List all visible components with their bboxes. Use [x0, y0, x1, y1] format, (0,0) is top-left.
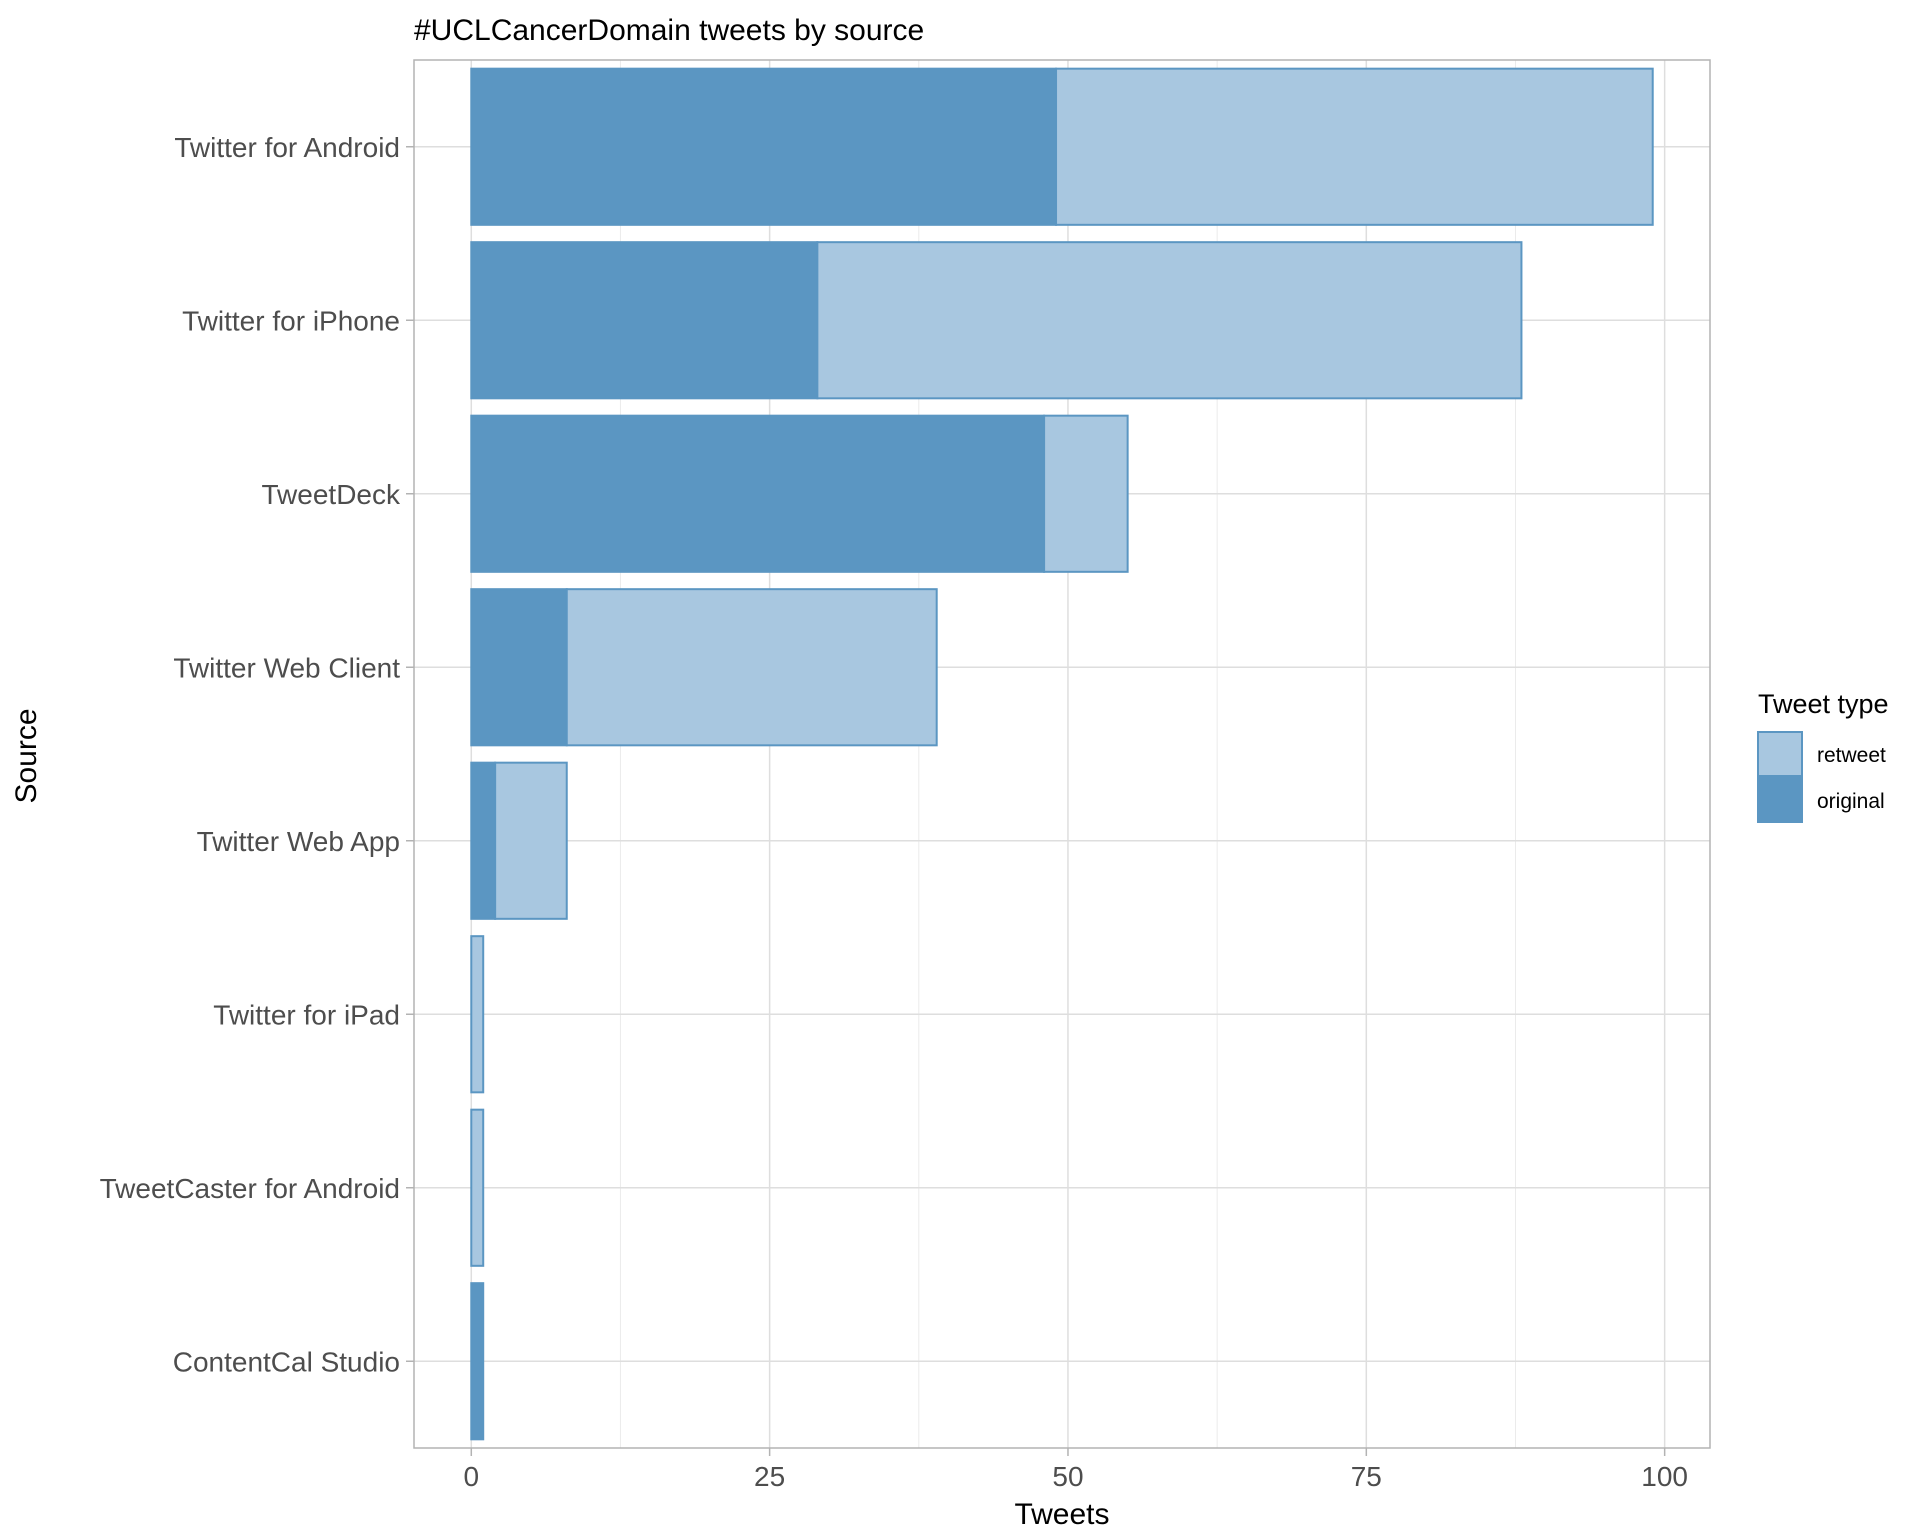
bar-retweet	[470, 1108, 485, 1267]
bars	[470, 67, 1654, 1441]
plot-panel-border	[413, 59, 1711, 1449]
y-axis-ticks: Twitter for Android Twitter for iPhone Twe…	[100, 132, 414, 1377]
bar-original	[470, 414, 1046, 573]
y-tick-label: Twitter for iPhone	[182, 305, 400, 336]
legend: Tweet type retweet original	[1757, 689, 1889, 823]
y-tick-label: TweetDeck	[262, 479, 401, 510]
x-tick-label: 75	[1351, 1461, 1382, 1492]
bar-original	[470, 67, 1058, 226]
x-tick-label: 50	[1052, 1461, 1083, 1492]
legend-key-retweet	[1757, 731, 1803, 777]
bar-retweet	[816, 241, 1523, 400]
bar-original	[470, 1282, 485, 1441]
bar-original	[470, 588, 568, 747]
bar-original	[470, 761, 497, 920]
chart-title: #UCLCancerDomain tweets by source	[414, 14, 924, 47]
legend-title: Tweet type	[1758, 689, 1889, 719]
legend-key-original	[1757, 777, 1803, 823]
bar-original	[470, 241, 819, 400]
bar-retweet	[565, 588, 938, 747]
y-tick-label: Twitter Web Client	[173, 652, 400, 683]
y-axis-title: Source	[10, 708, 43, 803]
y-tick-label: Twitter for iPad	[213, 999, 400, 1030]
y-tick-label: Twitter Web App	[197, 826, 400, 857]
x-tick-label: 100	[1641, 1461, 1688, 1492]
bar-retweet	[1055, 67, 1654, 226]
legend-label-original: original	[1817, 790, 1885, 813]
y-tick-label: TweetCaster for Android	[100, 1173, 400, 1204]
x-tick-label: 0	[463, 1461, 479, 1492]
x-tick-label: 25	[754, 1461, 785, 1492]
y-tick-label: Twitter for Android	[174, 132, 400, 163]
legend-label-retweet: retweet	[1817, 744, 1886, 767]
bar-retweet	[494, 761, 568, 920]
bar-retweet	[1043, 414, 1129, 573]
bar-retweet	[470, 935, 485, 1094]
x-axis-title: Tweets	[1014, 1498, 1109, 1531]
y-tick-label: ContentCal Studio	[173, 1346, 400, 1377]
x-axis-ticks: 0 25 50 75 100	[463, 1448, 1688, 1492]
